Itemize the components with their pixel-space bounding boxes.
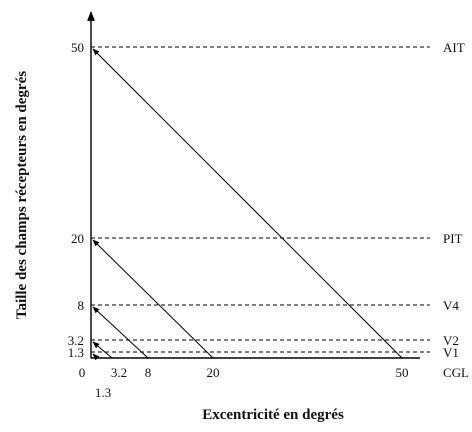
y-tick-20: 20 [71,231,84,246]
x-tick-0: 0 [79,365,86,380]
y-tick-1-3: 1.3 [68,345,84,360]
x-tick-labels: 0 1.33.2 8 20 50 [79,365,409,400]
arrow-8 [92,306,149,359]
area-label-cgl: CGL [443,365,469,380]
x-tick-50: 50 [396,365,409,380]
area-label-v1: V1 [443,345,459,360]
x-tick-20: 20 [207,365,220,380]
y-tick-3-2: 3.2 [68,333,84,348]
x-axis-title: Excentricité en degrés [202,407,344,423]
arrow-50 [92,48,403,359]
arrow-3-2 [92,341,113,359]
x-tick-1-3: 1.3 [95,385,111,400]
y-tick-50: 50 [71,40,84,55]
area-label-v4: V4 [443,298,459,313]
eccentricity-arrows [92,48,403,361]
area-label-ait: AIT [443,40,465,55]
area-guides [91,46,430,353]
y-tick-labels: 1.33.2 8 20 50 [68,40,84,360]
x-tick-3-2: 3.2 [111,365,127,380]
area-label-pit: PIT [443,231,463,246]
y-tick-8: 8 [78,298,85,313]
y-axis-title: Taille des champs récepteurs en degrés [14,71,30,319]
arrow-1-3 [92,353,100,361]
arrow-20 [92,239,214,359]
x-tick-8: 8 [145,365,152,380]
area-label-v2: V2 [443,333,459,348]
